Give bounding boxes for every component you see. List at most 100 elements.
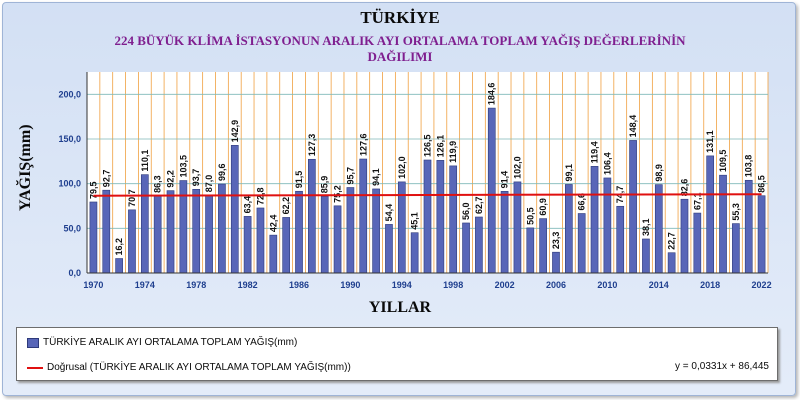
bar xyxy=(256,207,265,274)
x-tick-label: 2018 xyxy=(700,280,720,290)
bar-value-label: 79,5 xyxy=(88,181,98,199)
legend-bar-label: TÜRKİYE ARALIK AYI ORTALAMA TOPLAM YAĞIŞ… xyxy=(43,337,298,348)
bar-value-label: 92,7 xyxy=(101,170,111,188)
bar-value-label: 102,0 xyxy=(512,156,522,179)
bar-value-label: 103,5 xyxy=(178,155,188,178)
bar xyxy=(295,190,303,274)
bar xyxy=(757,195,766,274)
legend: TÜRKİYE ARALIK AYI ORTALAMA TOPLAM YAĞIŞ… xyxy=(16,327,778,381)
bar-value-label: 22,7 xyxy=(667,232,677,250)
bar xyxy=(654,184,663,274)
bar xyxy=(102,189,111,274)
bar-value-label: 38,1 xyxy=(641,218,651,236)
y-tick-label: 100,0 xyxy=(58,179,81,189)
bar xyxy=(115,258,123,274)
bar-value-label: 82,6 xyxy=(679,179,689,197)
bar xyxy=(269,234,278,274)
bar-value-label: 91,4 xyxy=(500,171,510,189)
bar-value-label: 63,4 xyxy=(243,196,253,214)
bar xyxy=(436,160,445,274)
bar-value-label: 60,9 xyxy=(538,198,548,216)
legend-item-bars: TÜRKİYE ARALIK AYI ORTALAMA TOPLAM YAĞIŞ… xyxy=(27,337,297,348)
x-tick-label: 2010 xyxy=(597,280,617,290)
bar-value-label: 127,6 xyxy=(358,133,368,156)
bar xyxy=(577,213,586,274)
bar xyxy=(629,140,637,274)
bar-value-label: 45,1 xyxy=(410,212,420,230)
x-tick-label: 1970 xyxy=(83,280,103,290)
bar-value-label: 86,5 xyxy=(757,175,767,193)
x-tick-label: 1978 xyxy=(186,280,206,290)
bar xyxy=(320,195,329,274)
chart-subtitle-line2: DAĞILIMI xyxy=(367,49,433,64)
x-tick-label: 2002 xyxy=(495,280,515,290)
bar-value-label: 92,2 xyxy=(166,170,176,188)
bar-value-label: 131,1 xyxy=(705,130,715,153)
legend-line-swatch xyxy=(27,366,43,369)
bar xyxy=(179,180,188,274)
bar-value-label: 23,3 xyxy=(551,232,561,250)
x-tick-label: 1974 xyxy=(135,280,155,290)
bar-value-label: 148,4 xyxy=(628,115,638,138)
bar xyxy=(462,222,470,274)
bar xyxy=(385,224,393,274)
bar-value-label: 62,2 xyxy=(281,197,291,215)
bar xyxy=(218,183,226,274)
bar xyxy=(153,195,162,274)
bar xyxy=(89,201,98,274)
bar-value-label: 87,0 xyxy=(204,175,214,193)
bar-value-label: 85,9 xyxy=(320,176,330,194)
bar xyxy=(372,188,380,274)
bar xyxy=(282,217,290,274)
y-tick-label: 0,0 xyxy=(68,268,81,278)
bar xyxy=(732,223,740,274)
legend-bar-swatch xyxy=(27,337,39,348)
x-tick-label: 2006 xyxy=(546,280,566,290)
bar xyxy=(590,166,599,274)
x-tick-label: 1986 xyxy=(289,280,309,290)
bar-value-label: 16,2 xyxy=(114,238,124,256)
bar-value-label: 119,9 xyxy=(448,141,458,163)
bar xyxy=(706,155,715,274)
bar xyxy=(192,188,201,274)
bar-value-label: 126,5 xyxy=(423,134,433,157)
bar xyxy=(205,194,213,274)
bar-value-label: 106,4 xyxy=(602,152,612,175)
bar xyxy=(166,190,175,274)
bar-value-label: 86,3 xyxy=(153,175,163,193)
bar xyxy=(128,209,136,274)
bar-value-label: 98,9 xyxy=(654,164,664,182)
bar-value-label: 127,3 xyxy=(307,134,317,157)
trendline xyxy=(93,193,762,197)
bar-value-label: 109,5 xyxy=(718,150,728,173)
x-tick-label: 1998 xyxy=(443,280,463,290)
bar-value-label: 126,1 xyxy=(435,135,445,158)
bar-value-label: 94,1 xyxy=(371,168,381,186)
bar-value-label: 93,7 xyxy=(191,169,201,187)
bar-value-label: 91,5 xyxy=(294,171,304,189)
chart-subtitle-line1: 224 BÜYÜK KLİMA İSTASYONUN ARALIK AYI OR… xyxy=(114,33,686,48)
bar-value-label: 99,1 xyxy=(564,164,574,182)
x-tick-label: 2022 xyxy=(752,280,772,290)
bar xyxy=(642,238,650,274)
bar xyxy=(552,251,560,274)
x-axis-label: YILLAR xyxy=(368,299,432,316)
bar-value-label: 70,7 xyxy=(127,189,137,207)
chart-title: TÜRKİYE xyxy=(360,8,440,27)
bar xyxy=(230,145,239,274)
bar xyxy=(333,205,342,274)
trend-equation: y = 0,0331x + 86,445 xyxy=(675,361,769,372)
x-tick-label: 1982 xyxy=(238,280,258,290)
bar xyxy=(680,198,689,274)
bar-value-label: 66,6 xyxy=(577,193,587,211)
bar-value-label: 75,2 xyxy=(333,185,343,203)
bar xyxy=(140,174,149,274)
bar-value-label: 54,4 xyxy=(384,204,394,222)
bar-value-label: 110,1 xyxy=(140,150,150,172)
bar xyxy=(487,107,496,274)
bar xyxy=(667,252,676,274)
bar-value-label: 67,1 xyxy=(692,193,702,211)
bar xyxy=(359,158,368,274)
bar-value-label: 56,0 xyxy=(461,202,471,220)
